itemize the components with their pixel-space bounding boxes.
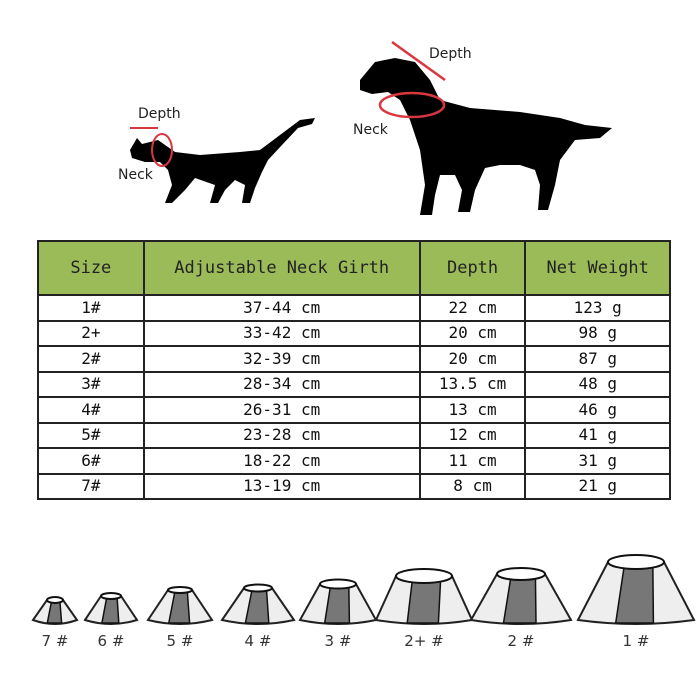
header-net-weight: Net Weight xyxy=(524,240,671,296)
table-row: 3# 28-34 cm 13.5 cm 48 g xyxy=(37,370,671,398)
cell-depth: 8 cm xyxy=(418,472,527,500)
dog-silhouette xyxy=(360,58,612,215)
cone-2 xyxy=(469,567,573,625)
cell-net-weight: 21 g xyxy=(524,472,671,500)
cat-silhouette xyxy=(130,118,315,203)
cell-neck-girth: 26-31 cm xyxy=(142,396,421,424)
cell-neck-girth: 28-34 cm xyxy=(142,370,421,398)
cell-net-weight: 87 g xyxy=(524,345,671,373)
cone-6 xyxy=(83,592,139,625)
cell-depth: 12 cm xyxy=(418,421,527,449)
cell-size: 4# xyxy=(37,396,145,424)
cell-depth: 20 cm xyxy=(418,319,527,347)
cone-2plus xyxy=(374,568,474,625)
cat-depth-label: Depth xyxy=(138,106,181,122)
cell-net-weight: 48 g xyxy=(524,370,671,398)
cell-neck-girth: 37-44 cm xyxy=(142,294,421,322)
cell-neck-girth: 32-39 cm xyxy=(142,345,421,373)
cell-neck-girth: 23-28 cm xyxy=(142,421,421,449)
cat-neck-label: Neck xyxy=(118,167,153,183)
cone-4 xyxy=(220,583,296,625)
cone-size-label: 4 # xyxy=(244,632,272,650)
table-row: 2+ 33-42 cm 20 cm 98 g xyxy=(37,319,671,347)
cell-size: 1# xyxy=(37,294,145,322)
cell-net-weight: 31 g xyxy=(524,447,671,475)
dog-depth-label: Depth xyxy=(429,46,472,62)
table-row: 7# 13-19 cm 8 cm 21 g xyxy=(37,472,671,500)
cone-size-label: 2+ # xyxy=(404,632,444,650)
cone-size-label: 3 # xyxy=(324,632,352,650)
header-size: Size xyxy=(37,240,145,296)
table-row: 2# 32-39 cm 20 cm 87 g xyxy=(37,345,671,373)
cell-size: 5# xyxy=(37,421,145,449)
cone-size-label: 5 # xyxy=(166,632,194,650)
table-row: 1# 37-44 cm 22 cm 123 g xyxy=(37,294,671,322)
cell-net-weight: 123 g xyxy=(524,294,671,322)
cell-depth: 11 cm xyxy=(418,447,527,475)
cell-neck-girth: 13-19 cm xyxy=(142,472,421,500)
pet-measurement-diagram xyxy=(130,40,612,215)
table-row: 6# 18-22 cm 11 cm 31 g xyxy=(37,447,671,475)
cone-size-lineup xyxy=(31,554,696,625)
cell-size: 3# xyxy=(37,370,145,398)
cell-size: 6# xyxy=(37,447,145,475)
cell-depth: 13.5 cm xyxy=(418,370,527,398)
cone-size-label: 7 # xyxy=(41,632,69,650)
size-table: Size Adjustable Neck Girth Depth Net Wei… xyxy=(37,240,671,500)
cell-net-weight: 46 g xyxy=(524,396,671,424)
cell-net-weight: 98 g xyxy=(524,319,671,347)
cell-depth: 13 cm xyxy=(418,396,527,424)
cone-3 xyxy=(298,578,378,625)
header-depth: Depth xyxy=(418,240,527,296)
cell-neck-girth: 18-22 cm xyxy=(142,447,421,475)
cell-size: 7# xyxy=(37,472,145,500)
cell-depth: 22 cm xyxy=(418,294,527,322)
cell-size: 2# xyxy=(37,345,145,373)
cone-size-label: 1 # xyxy=(622,632,650,650)
table-row: 4# 26-31 cm 13 cm 46 g xyxy=(37,396,671,424)
table-row: 5# 23-28 cm 12 cm 41 g xyxy=(37,421,671,449)
cell-size: 2+ xyxy=(37,319,145,347)
header-neck-girth: Adjustable Neck Girth xyxy=(142,240,421,296)
cone-7 xyxy=(31,596,79,625)
cone-1 xyxy=(576,554,696,625)
dog-neck-label: Neck xyxy=(353,122,388,138)
table-header-row: Size Adjustable Neck Girth Depth Net Wei… xyxy=(37,240,671,296)
dog-measure-lines xyxy=(378,40,446,119)
cell-net-weight: 41 g xyxy=(524,421,671,449)
cone-size-label: 2 # xyxy=(507,632,535,650)
cell-depth: 20 cm xyxy=(418,345,527,373)
cat-measure-lines xyxy=(130,127,173,167)
cone-size-label: 6 # xyxy=(97,632,125,650)
cone-5 xyxy=(146,586,214,625)
cell-neck-girth: 33-42 cm xyxy=(142,319,421,347)
